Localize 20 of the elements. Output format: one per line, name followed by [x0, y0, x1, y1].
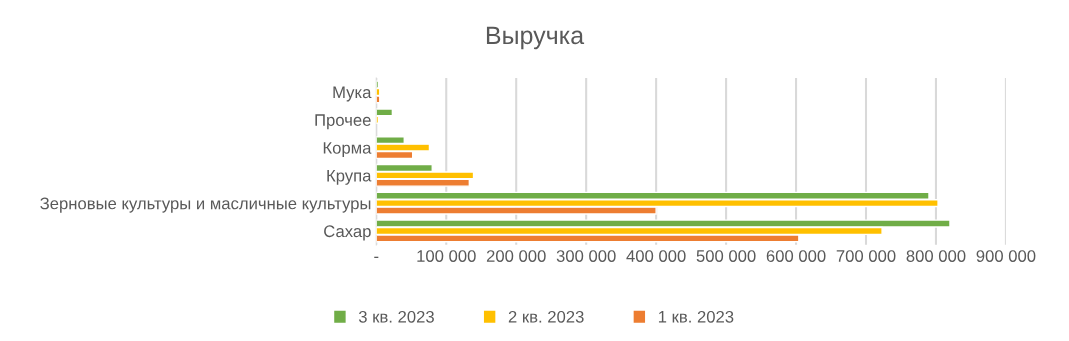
x-tick-label: 300 000 — [556, 250, 616, 262]
legend-label: 2 кв. 2023 — [508, 310, 584, 323]
chart-title: Выручка — [486, 26, 585, 50]
y-tick-label: Корма — [323, 142, 372, 158]
x-tick-label: 100 000 — [417, 250, 476, 262]
x-tick-label: 200 000 — [486, 250, 546, 262]
y-tick-label: Прочее — [315, 114, 371, 130]
x-tick-label: 600 000 — [766, 250, 826, 262]
y-tick-label: Крупа — [327, 169, 372, 185]
x-tick-label: 700 000 — [836, 250, 896, 262]
x-tick-label: 900 000 — [976, 250, 1036, 262]
x-tick-label: - — [374, 256, 379, 258]
x-tick-label: 800 000 — [906, 250, 966, 262]
y-tick-label: Мука — [333, 86, 372, 102]
x-tick-label: 400 000 — [626, 250, 686, 262]
legend-label: 3 кв. 2023 — [358, 310, 434, 323]
x-tick-label: 500 000 — [696, 250, 756, 262]
y-tick-label: Сахар — [324, 225, 371, 241]
legend-label: 1 кв. 2023 — [658, 310, 734, 323]
y-tick-label: Зерновые культуры и масличные культуры — [40, 197, 371, 213]
